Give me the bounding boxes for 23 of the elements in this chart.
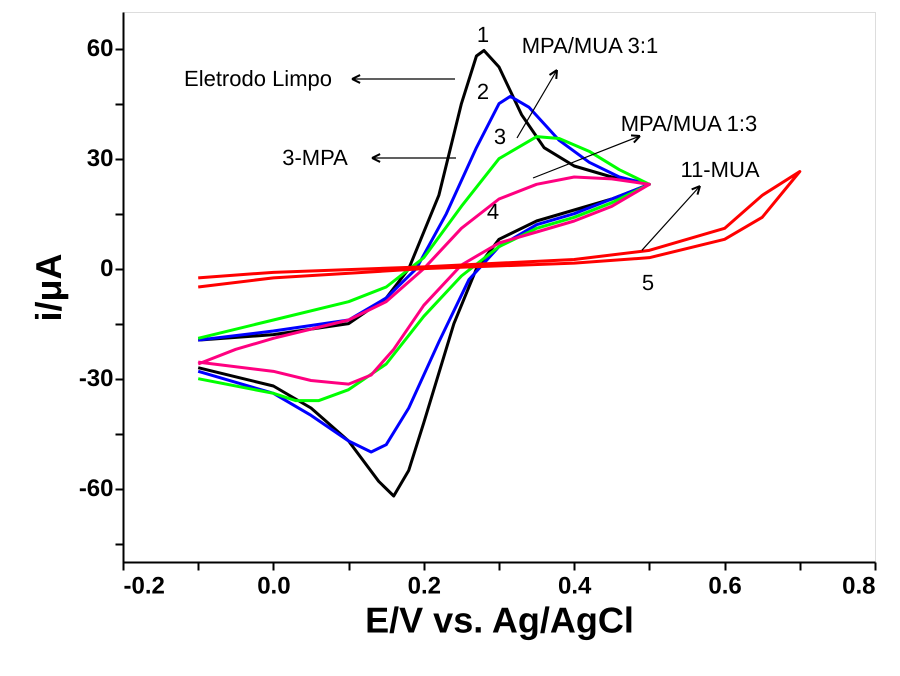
annotation: 3-MPA — [282, 145, 348, 170]
annotation: 5 — [642, 270, 654, 295]
annotation: 1 — [476, 22, 490, 47]
annotation: Eletrodo Limpo — [184, 66, 332, 91]
x-axis-title: E/V vs. Ag/AgCl — [365, 600, 634, 640]
y-tick-label: 60 — [86, 35, 114, 62]
y-tick-label: -60 — [78, 475, 114, 502]
annotation: 2 — [476, 79, 490, 104]
x-tick-label: 0.4 — [558, 572, 592, 600]
annotation: MPA/MUA 1:3 — [620, 111, 758, 136]
annotation: 4 — [486, 199, 500, 224]
y-tick-label: 0 — [100, 255, 114, 282]
annotation: 11-MUA — [680, 157, 760, 182]
y-tick-label: -30 — [78, 365, 114, 392]
annotation: 3 — [494, 124, 506, 149]
x-tick-label: 0.8 — [842, 572, 876, 600]
x-tick-label: 0.6 — [708, 572, 742, 600]
x-tick-label: 0.2 — [408, 572, 441, 600]
y-axis-title: i/μA — [28, 253, 69, 322]
annotation: MPA/MUA 3:1 — [522, 33, 658, 58]
y-tick-label: 30 — [86, 145, 114, 172]
x-tick-label: -0.2 — [124, 572, 165, 600]
x-tick-label: 0.0 — [257, 572, 291, 600]
